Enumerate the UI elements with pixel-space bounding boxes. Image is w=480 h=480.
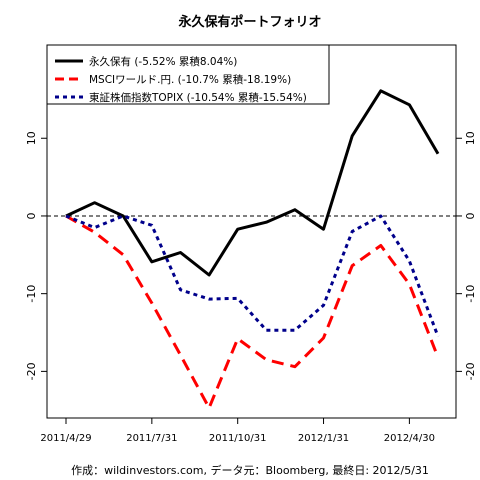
x-tick-label: 2012/1/31 — [298, 433, 349, 444]
y-tick-label-left: 0 — [25, 212, 38, 219]
legend-label-1: MSCIワールド.円. (-10.7% 累積-18.19%) — [89, 73, 291, 86]
chart-footer: 作成：wildinvestors.com, データ元：Bloomberg, 最終… — [71, 463, 429, 477]
legend-label-0: 永久保有 (-5.52% 累積8.04%) — [89, 55, 237, 68]
x-tick-label: 2011/7/31 — [126, 433, 177, 444]
series-line-1 — [65, 214, 440, 410]
y-tick-label-left: -10 — [25, 285, 38, 303]
x-axis: 2011/4/29 2011/7/31 2011/10/31 2012/1/31 201… — [40, 418, 435, 444]
y-tick-label-left: 10 — [25, 131, 38, 145]
series-lines — [65, 89, 440, 410]
legend: 永久保有 (-5.52% 累積8.04%) MSCIワールド.円. (-10.7%… — [46, 44, 330, 105]
legend-box — [46, 44, 330, 105]
series-line-2 — [65, 214, 440, 337]
y-axis-left: 10 0 -10 -20 — [25, 131, 47, 380]
y-tick-label-right: -20 — [464, 362, 477, 380]
y-tick-label-right: 0 — [464, 212, 477, 219]
x-tick-label: 2011/4/29 — [40, 433, 91, 444]
legend-label-2: 東証株価指数TOPIX (-10.54% 累積-15.54%) — [89, 91, 307, 104]
chart-title: 永久保有ポートフォリオ — [177, 14, 321, 30]
y-tick-label-left: -20 — [25, 362, 38, 380]
y-tick-label-right: 10 — [464, 131, 477, 145]
y-axis-right: 10 0 -10 -20 — [456, 131, 477, 380]
x-tick-label: 2012/4/30 — [384, 433, 435, 444]
series-line-0 — [65, 89, 440, 277]
y-tick-label-right: -10 — [464, 285, 477, 303]
x-tick-label: 2011/10/31 — [209, 433, 267, 444]
